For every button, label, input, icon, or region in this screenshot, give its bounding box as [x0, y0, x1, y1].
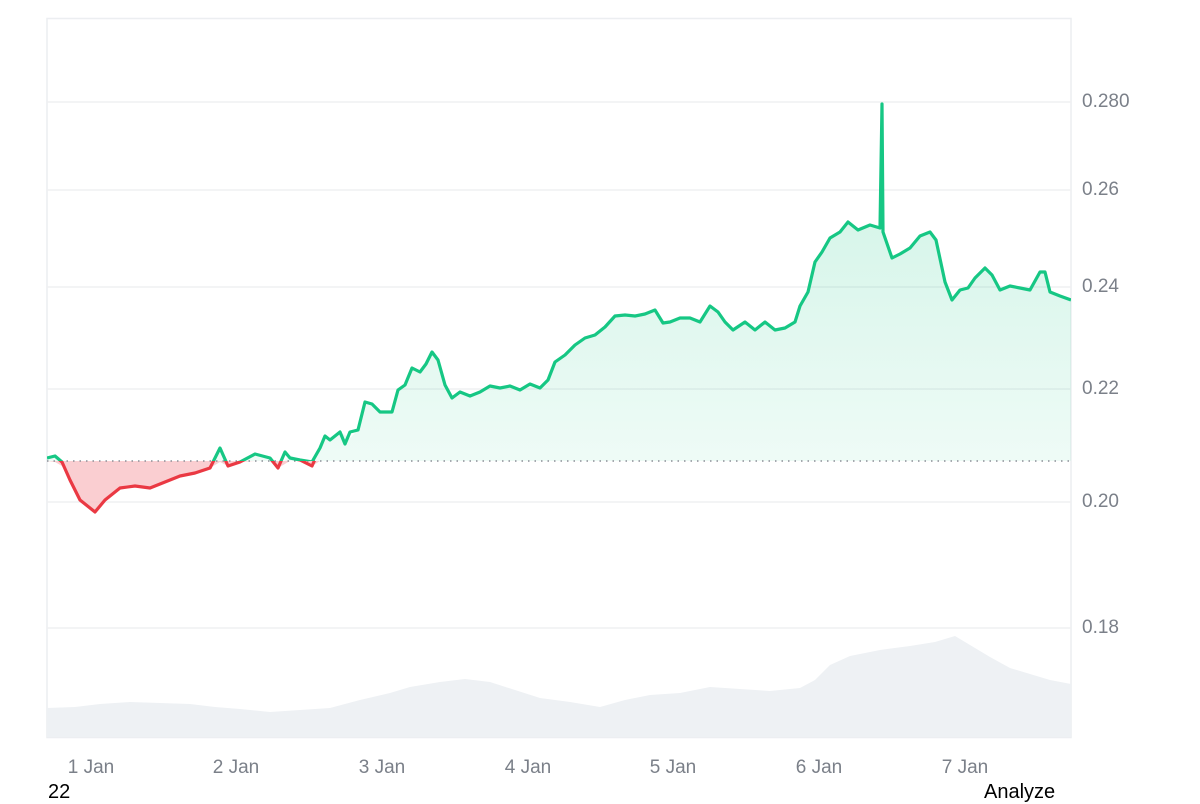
x-tick-label: 7 Jan	[941, 757, 989, 778]
price-fill-down	[47, 461, 320, 512]
y-tick-label: 0.20	[1082, 491, 1119, 512]
analyze-link[interactable]: Analyze	[984, 781, 1056, 803]
price-line-down	[58, 461, 316, 514]
price-fill-up	[47, 104, 1071, 461]
y-tick-label: 0.280	[1082, 91, 1130, 112]
x-tick-label: 2 Jan	[212, 757, 260, 778]
y-tick-label: 0.26	[1082, 179, 1119, 200]
x-tick-label: 6 Jan	[795, 757, 843, 778]
y-tick-label: 0.18	[1082, 617, 1119, 638]
x-tick-label: 3 Jan	[358, 757, 406, 778]
y-tick-label: 0.24	[1082, 276, 1119, 297]
y-tick-label: 0.22	[1082, 378, 1119, 399]
volume-area	[47, 636, 1071, 737]
gridlines	[47, 101, 1071, 629]
x-tick-label: 4 Jan	[504, 757, 552, 778]
x-tick-label: 1 Jan	[67, 757, 115, 778]
x-tick-label: 5 Jan	[649, 757, 697, 778]
price-line-up	[47, 102, 1071, 461]
footer-left-text: 22	[48, 781, 71, 803]
